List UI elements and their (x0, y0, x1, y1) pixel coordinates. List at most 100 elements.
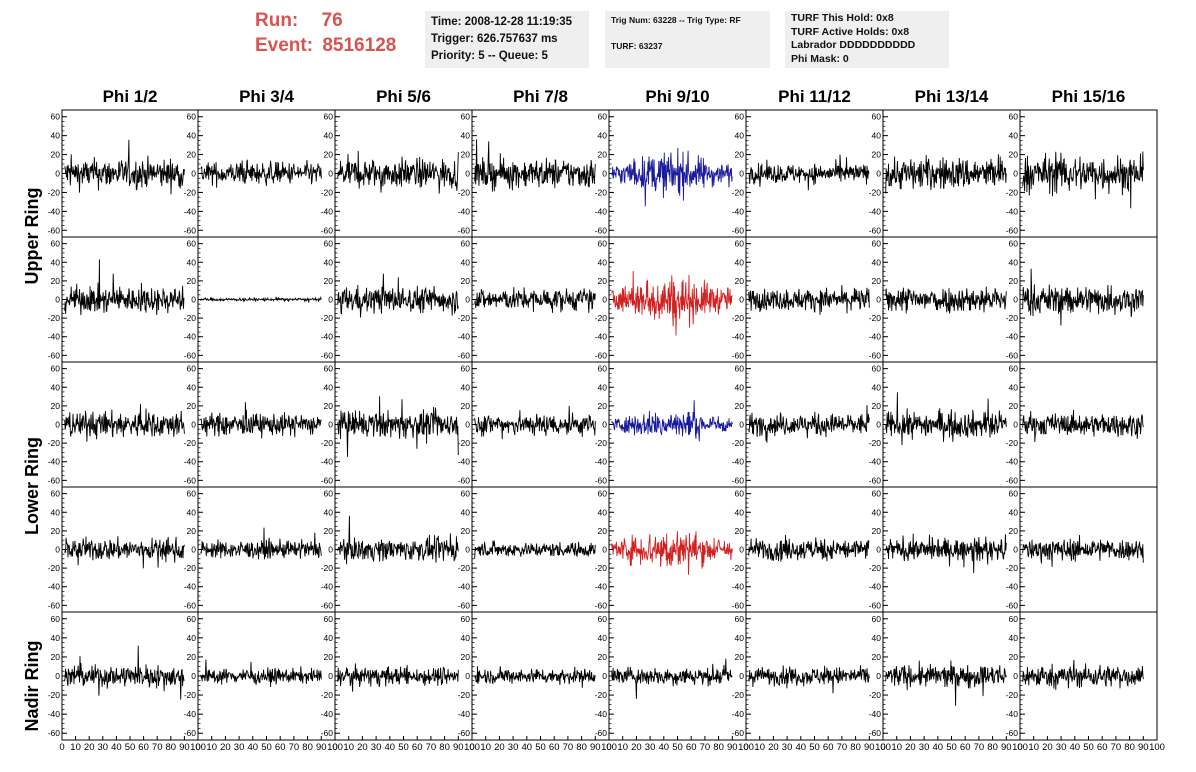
x-tick-label: 10 (206, 742, 217, 753)
waveform-trace (611, 147, 733, 207)
y-tick-label: 60 (51, 489, 61, 499)
y-tick-label: 20 (872, 150, 882, 160)
x-tick-label: 100 (327, 742, 343, 753)
y-tick-label: -20 (732, 438, 745, 448)
y-tick-label: 0 (1013, 671, 1018, 681)
waveform-trace (474, 666, 596, 688)
waveform-trace (64, 403, 185, 442)
waveform-trace (474, 540, 596, 559)
y-tick-label: -60 (184, 475, 197, 485)
turf-info-box: TURF This Hold: 0x8 TURF Active Holds: 0… (785, 11, 949, 68)
y-tick-label: -60 (458, 600, 471, 610)
y-tick-label: 60 (1009, 239, 1019, 249)
y-tick-label: -60 (595, 475, 608, 485)
y-tick-label: 40 (324, 382, 334, 392)
y-tick-label: 40 (187, 382, 197, 392)
y-tick-label: 20 (1009, 150, 1019, 160)
x-tick-label: 40 (796, 742, 807, 753)
y-tick-label: 0 (739, 545, 744, 555)
x-tick-label: 100 (190, 742, 206, 753)
y-tick-label: 20 (324, 526, 334, 536)
y-tick-label: -20 (1006, 313, 1019, 323)
y-tick-label: -60 (48, 350, 61, 360)
waveform-panel-r3-c7: 60 40 20 0 -20 -40 -60 (1006, 486, 1158, 613)
y-tick-label: -60 (595, 728, 608, 738)
y-tick-label: 40 (51, 382, 61, 392)
x-tick-label: 90 (1001, 742, 1012, 753)
x-tick-label: 50 (125, 742, 136, 753)
waveform-panel-r3-c2: 60 40 20 0 -20 -40 -60 (321, 486, 473, 613)
y-tick-label: -40 (48, 457, 61, 467)
y-tick-label: 20 (324, 401, 334, 411)
x-tick-label: 30 (645, 742, 656, 753)
y-tick-label: 40 (461, 257, 471, 267)
y-tick-label: 60 (735, 614, 745, 624)
column-header-phi-7-8: Phi 7/8 (513, 87, 568, 106)
y-tick-label: 40 (187, 507, 197, 517)
y-tick-label: 60 (872, 489, 882, 499)
x-tick-label: 0 (59, 742, 64, 753)
waveform-trace (611, 658, 733, 699)
y-tick-label: 0 (465, 420, 470, 430)
y-tick-label: 60 (51, 364, 61, 374)
event-row: Event: 8516128 (255, 33, 425, 58)
x-tick-label: 50 (946, 742, 957, 753)
y-tick-label: -40 (869, 206, 882, 216)
y-tick-label: 0 (876, 169, 881, 179)
y-tick-label: -20 (458, 563, 471, 573)
y-tick-label: -20 (732, 313, 745, 323)
y-tick-label: -60 (732, 225, 745, 235)
y-tick-label: 60 (187, 239, 197, 249)
y-tick-label: 20 (51, 150, 61, 160)
waveform-panel-r2-c1: 60 40 20 0 -20 -40 -60 (184, 361, 336, 488)
y-tick-label: -20 (321, 438, 334, 448)
y-tick-label: 20 (187, 401, 197, 411)
y-tick-label: 20 (872, 401, 882, 411)
waveform-trace (337, 273, 459, 318)
x-tick-label: 30 (98, 742, 109, 753)
waveform-panel-r0-c2: 60 40 20 0 -20 -40 -60 (321, 109, 473, 238)
y-tick-label: -20 (1006, 187, 1019, 197)
y-tick-label: 40 (735, 507, 745, 517)
x-tick-label: 80 (302, 742, 313, 753)
x-tick-label: 60 (686, 742, 697, 753)
y-tick-label: -60 (458, 350, 471, 360)
x-tick-label: 40 (1070, 742, 1081, 753)
y-tick-label: -20 (321, 187, 334, 197)
y-tick-label: -60 (458, 728, 471, 738)
y-tick-label: 20 (598, 652, 608, 662)
waveform-trace (885, 392, 1007, 446)
x-tick-label: 70 (1111, 742, 1122, 753)
y-tick-label: -60 (1006, 225, 1019, 235)
y-tick-label: -20 (1006, 563, 1019, 573)
turf-active-holds-text: TURF Active Holds: 0x8 (791, 25, 910, 38)
y-tick-label: 20 (598, 401, 608, 411)
y-tick-label: 20 (51, 401, 61, 411)
x-tick-label: 40 (111, 742, 122, 753)
y-tick-label: -60 (869, 600, 882, 610)
y-tick-label: 20 (735, 652, 745, 662)
waveform-panel-r2-c3: 60 40 20 0 -20 -40 -60 (458, 361, 610, 488)
y-tick-label: -40 (1006, 582, 1019, 592)
waveform-trace (64, 536, 185, 569)
run-event-info: Run: 76 Event: 8516128 (255, 8, 425, 58)
waveform-trace (474, 287, 596, 313)
y-tick-label: 40 (1009, 633, 1019, 643)
x-tick-label: 50 (809, 742, 820, 753)
waveform-panel-r2-c7: 60 40 20 0 -20 -40 -60 (1006, 361, 1158, 488)
waveform-trace (64, 139, 185, 195)
y-tick-label: 0 (739, 420, 744, 430)
y-tick-label: -20 (458, 313, 471, 323)
column-header-phi-11-12: Phi 11/12 (778, 87, 851, 106)
y-tick-label: 20 (1009, 276, 1019, 286)
y-tick-label: 60 (1009, 614, 1019, 624)
y-tick-label: -60 (321, 350, 334, 360)
waveform-trace (64, 259, 185, 316)
y-tick-label: -20 (321, 313, 334, 323)
y-tick-label: 20 (51, 652, 61, 662)
y-tick-label: -40 (321, 709, 334, 719)
y-tick-label: 0 (602, 295, 607, 305)
x-tick-label: 90 (590, 742, 601, 753)
x-tick-label: 20 (1042, 742, 1053, 753)
